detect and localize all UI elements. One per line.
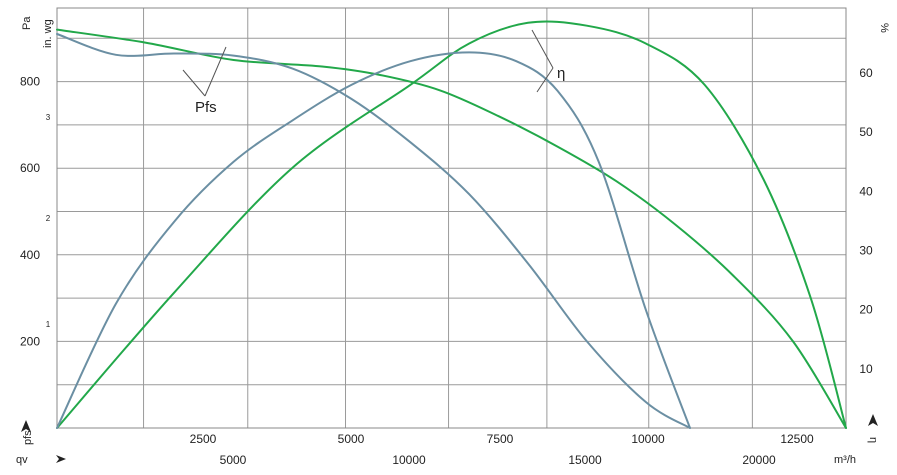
pressure-curve-label: Pfs [195, 99, 217, 116]
series-line-pressure-1 [56, 33, 691, 429]
pressure-alt-unit-label: in. wg [42, 19, 54, 48]
flow-axis-arrow-icon [56, 455, 66, 463]
x-tick-label: 5000 [338, 432, 365, 446]
x-alt-tick-label: 10000 [392, 453, 426, 467]
x-alt-tick-label: 15000 [568, 453, 602, 467]
x-tick-label: 2500 [190, 432, 217, 446]
x-alt-tick-label: 20000 [742, 453, 776, 467]
grid [57, 8, 846, 428]
pressure-leader-2 [204, 46, 227, 97]
x-alt-tick-label: 5000 [220, 453, 247, 467]
y-eff-tick-label: 20 [859, 303, 873, 317]
flow-unit-label: m³/h [834, 454, 856, 466]
series-line-pressure-0 [56, 28, 847, 429]
flow-axis-symbol: qv [16, 454, 28, 466]
series-group [56, 20, 847, 429]
series-line-efficiency-2 [56, 20, 847, 429]
y-tick-label: 400 [20, 248, 40, 262]
x-tick-label: 12500 [780, 432, 814, 446]
pressure-axis-symbol: pfs [22, 430, 34, 445]
efficiency-axis-symbol: η [867, 437, 879, 443]
y-eff-tick-label: 40 [859, 184, 873, 198]
x-tick-label: 10000 [631, 432, 665, 446]
pressure-unit-label: Pa [21, 16, 33, 30]
y-eff-tick-label: 30 [859, 244, 873, 258]
efficiency-curve-label: η [557, 65, 565, 82]
y-alt-tick-label: 2 [46, 214, 51, 223]
pressure-axis-arrow-icon [21, 420, 31, 432]
y-eff-tick-label: 50 [859, 125, 873, 139]
y-tick-label: 600 [20, 161, 40, 175]
efficiency-axis-arrow-icon [868, 414, 878, 426]
y-tick-label: 200 [20, 334, 40, 348]
y-alt-tick-label: 3 [46, 113, 51, 122]
y-eff-tick-label: 10 [859, 362, 873, 376]
y-tick-label: 800 [20, 75, 40, 89]
series-line-efficiency-3 [56, 51, 691, 429]
efficiency-leader-2 [536, 67, 554, 93]
plot-frame [56, 7, 847, 429]
y-alt-tick-label: 1 [46, 320, 51, 329]
y-eff-tick-label: 60 [859, 66, 873, 80]
efficiency-leader-1 [531, 29, 554, 69]
efficiency-unit-label: % [878, 23, 890, 33]
x-tick-label: 7500 [487, 432, 514, 446]
pressure-leader-1 [182, 69, 206, 97]
